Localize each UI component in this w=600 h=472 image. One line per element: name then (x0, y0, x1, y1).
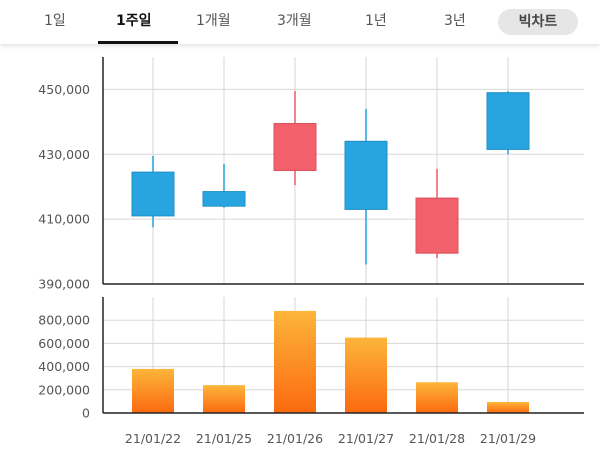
volume-grid (103, 319, 584, 391)
tab-1-week[interactable]: 1주일 (116, 13, 152, 29)
tab-1-day[interactable]: 1일 (44, 13, 66, 29)
volume-bar (487, 401, 529, 413)
volume-series (132, 310, 529, 413)
volume-bar (345, 337, 387, 413)
axes (102, 57, 584, 414)
date-tick-label: 21/01/29 (480, 431, 536, 446)
tab-3-years[interactable]: 3년 (444, 13, 466, 29)
candle-body (273, 122, 317, 171)
candle (344, 108, 388, 265)
candle-body (486, 92, 530, 150)
volume-axis-ticks: 800,000 600,000 400,000 200,000 0 (38, 313, 90, 421)
volume-bar (416, 382, 458, 413)
tab-1-year[interactable]: 1년 (365, 13, 387, 29)
date-tick-label: 21/01/22 (125, 431, 181, 446)
candle-body (202, 191, 246, 207)
date-tick-label: 21/01/28 (409, 431, 465, 446)
candle-body (415, 197, 459, 254)
tab-3-months[interactable]: 3개월 (277, 13, 312, 29)
tab-1-month[interactable]: 1개월 (196, 13, 231, 29)
volume-bar (132, 368, 174, 413)
candle (131, 155, 175, 228)
candle-body (131, 171, 175, 217)
active-tab-indicator (98, 41, 178, 44)
price-tick-label: 410,000 (38, 212, 90, 227)
price-tick-label: 430,000 (38, 147, 90, 162)
volume-bar (203, 385, 245, 413)
period-tab-bar: 1일 1주일 1개월 3개월 1년 3년 빅차트 (0, 0, 600, 44)
volume-tick-label: 400,000 (38, 359, 90, 374)
volume-bar (274, 310, 316, 413)
date-tick-label: 21/01/27 (338, 431, 394, 446)
candle (415, 168, 459, 259)
candle (202, 164, 246, 208)
candlestick-series (131, 91, 530, 265)
price-axis-ticks: 450,000 430,000 410,000 390,000 (38, 82, 90, 292)
volume-tick-label: 0 (82, 406, 90, 421)
big-chart-button[interactable]: 빅차트 (498, 9, 578, 35)
candle-body (344, 140, 388, 210)
price-grid (103, 88, 584, 220)
volume-tick-label: 600,000 (38, 336, 90, 351)
candle (273, 91, 317, 186)
price-tick-label: 390,000 (38, 277, 90, 292)
candle (486, 91, 530, 155)
volume-tick-label: 200,000 (38, 382, 90, 397)
date-tick-label: 21/01/25 (196, 431, 252, 446)
price-tick-label: 450,000 (38, 82, 90, 97)
volume-tick-label: 800,000 (38, 313, 90, 328)
date-tick-label: 21/01/26 (267, 431, 323, 446)
date-axis-ticks: 21/01/22 21/01/25 21/01/26 21/01/27 21/01/28… (125, 431, 536, 446)
